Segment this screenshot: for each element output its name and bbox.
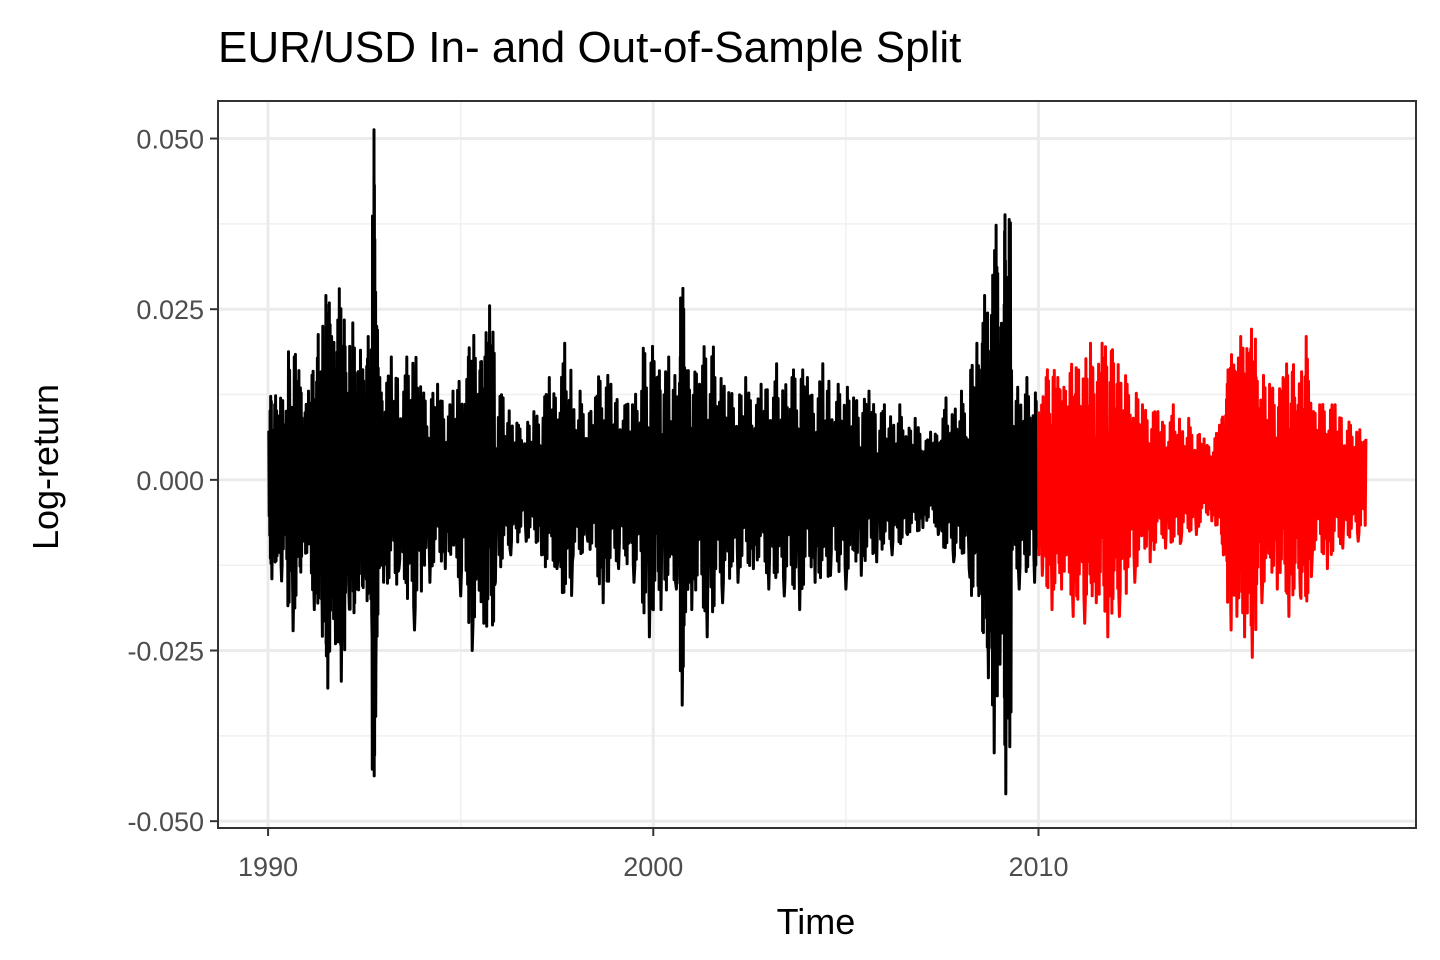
axes: 1990 2000 2010 -0.050 -0.025 0.000 0.025 0.050: [127, 125, 1068, 882]
y-tick-label: -0.050: [127, 807, 204, 837]
y-tick-label: 0.025: [136, 295, 204, 325]
series-group: [267, 128, 1368, 796]
y-tick-label: 0.000: [136, 466, 204, 496]
x-tick-label: 2010: [1008, 852, 1068, 882]
x-tick-label: 2000: [623, 852, 683, 882]
series-line: [267, 128, 1040, 796]
y-axis-title: Log-return: [25, 384, 66, 550]
x-tick-label: 1990: [238, 852, 298, 882]
x-axis-title: Time: [777, 901, 856, 942]
series-line: [1037, 327, 1368, 659]
chart-title: EUR/USD In- and Out-of-Sample Split: [218, 23, 961, 72]
y-tick-label: 0.050: [136, 125, 204, 155]
plot-panel-border: [217, 100, 1417, 829]
y-tick-label: -0.025: [127, 637, 204, 667]
